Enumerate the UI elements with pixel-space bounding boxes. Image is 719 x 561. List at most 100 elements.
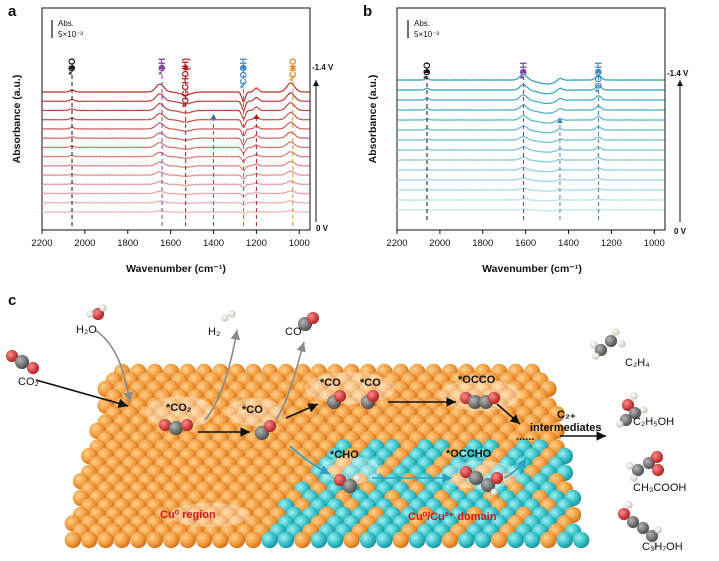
atom-o (333, 473, 347, 487)
panel-a-ylabel: Absorbance (a.u.) (11, 75, 23, 164)
panel-a-annotation-label: *CO (67, 58, 77, 75)
surface-atom (146, 531, 163, 549)
panel-b-frame (396, 7, 666, 231)
atom-c (14, 354, 30, 370)
surface-atom (163, 531, 180, 549)
atom-c (480, 477, 496, 493)
co2-adsorption-arrow (35, 379, 129, 409)
surface-atom (441, 531, 459, 549)
panel-a-letter: a (8, 3, 17, 20)
panel-b-tick-label: 2200 (386, 238, 407, 249)
co-adsorbed-label-2: *CO (320, 377, 341, 389)
panel-b-annotation-label: *OH (518, 62, 528, 79)
panel-b-spectrum-trace (396, 94, 665, 105)
co-label: CO (285, 326, 302, 338)
panel-b: b 2200 2000 1800 1600 1400 1200 1000 Wavenumbe… (363, 3, 689, 275)
panel-a-x-ticks: 2200 2000 1800 1600 1400 1200 1000 (31, 230, 310, 249)
atom-c (468, 470, 484, 486)
panel-a-xlabel: Wavenumber (cm⁻¹) (126, 263, 226, 275)
co-desorption-arrow (275, 341, 306, 421)
panel-b-tick-label: 1000 (644, 238, 665, 249)
surface-atom (81, 531, 98, 549)
atom-h (490, 488, 498, 496)
panel-a-scale-value: 5×10⁻³ (58, 30, 83, 39)
panel-a-spectrum-trace (41, 131, 310, 146)
panel-a-spectrum-trace (41, 189, 310, 198)
atom-h (625, 501, 633, 509)
atom-h (86, 310, 94, 318)
panel-b-spectrum-trace (396, 208, 665, 212)
panel-c: c (5, 292, 686, 553)
co2-adsorbed-label: *CO₂ (166, 402, 192, 414)
surface-atom (130, 531, 147, 549)
panel-b-top-potential: -1.4 V (667, 69, 689, 78)
c2-label: C₂₊ (557, 409, 576, 421)
panel-b-spectrum-trace (396, 104, 665, 114)
h2o-label: H₂O (76, 324, 97, 336)
panel-a-tick-label: 1000 (289, 238, 310, 249)
surface-atom (409, 531, 426, 549)
panel-a-frame (41, 7, 311, 231)
atom-h (618, 340, 626, 348)
atom-c (342, 478, 358, 494)
panel-b-annotations: *CO *OH *COOH (422, 62, 604, 220)
panel-b-spectrum-trace (396, 187, 665, 193)
panel-b-spectrum-trace (396, 125, 665, 134)
atom-h (592, 352, 600, 360)
surface-atom (245, 531, 262, 549)
panel-a-annotation-label: *COOH (239, 58, 249, 89)
panel-a-spectrum-trace (41, 209, 310, 215)
panel-b-letter: b (363, 3, 372, 20)
surface-atom (64, 531, 82, 549)
atom-h (590, 341, 598, 349)
surface-atom (97, 531, 114, 549)
reaction-arrows (35, 329, 606, 483)
panel-a-annotation-label: *OCCHO(H) (181, 58, 191, 108)
panel-a-tick-label: 2000 (74, 238, 95, 249)
occo-label: *OCCO (458, 374, 496, 386)
panel-a-bottom-potential: 0 V (316, 224, 329, 233)
panel-a-spectrum-trace (41, 170, 310, 180)
atom-h (616, 420, 624, 428)
atom-o (306, 311, 320, 325)
atom-o (5, 349, 19, 363)
panel-a: a 2200 2000 1800 1600 1400 1200 1000 Wavenumbe… (8, 3, 334, 275)
panel-b-bottom-potential: 0 V (674, 227, 687, 236)
atom-c (645, 529, 659, 543)
surface-atom (212, 531, 229, 549)
panel-b-scale-value: 5×10⁻³ (414, 30, 439, 39)
atom-c (594, 343, 608, 357)
co-adsorbed-label-1: *CO (242, 404, 263, 416)
panel-a-tick-label: 2200 (31, 238, 52, 249)
co2-label: CO₂ (18, 376, 39, 388)
panel-b-annotation-label: *COOH (594, 62, 604, 93)
atom-h (612, 328, 620, 336)
panel-b-spectra (396, 73, 665, 212)
panel-b-spectrum-trace (396, 177, 665, 183)
atom-c (168, 420, 184, 436)
h2o-adsorption-arrow (94, 329, 133, 403)
surface-atom (458, 531, 475, 549)
occho-label: *OCCHO (446, 448, 492, 460)
atom-c (626, 515, 640, 529)
cho-label: *CHO (330, 449, 359, 461)
atom-o (617, 507, 631, 521)
h2-evolution-arrow (204, 329, 241, 421)
panel-b-x-ticks: 2200 2000 1800 1600 1400 1200 1000 (386, 230, 665, 249)
surface-atom (310, 531, 327, 549)
panel-a-tick-label: 1400 (203, 238, 224, 249)
surface-atom (474, 531, 491, 549)
panel-a-spectrum-trace (41, 101, 310, 120)
panel-a-tick-label: 1600 (160, 238, 181, 249)
surface-atom (359, 531, 377, 549)
panel-b-spectrum-trace (396, 197, 665, 202)
surface-atom (261, 531, 278, 549)
molecules (5, 304, 665, 549)
panel-a-spectrum-trace (41, 121, 310, 137)
dots-label: ...... (516, 431, 534, 443)
co-to-cho-arrow (289, 445, 331, 475)
panel-a-spectrum-trace (41, 160, 310, 172)
panel-a-annotations: *CO *OH *OCCHO(H) *COOH *CHO (67, 58, 298, 226)
surface-atom (540, 531, 557, 549)
surface-atom (113, 531, 131, 549)
